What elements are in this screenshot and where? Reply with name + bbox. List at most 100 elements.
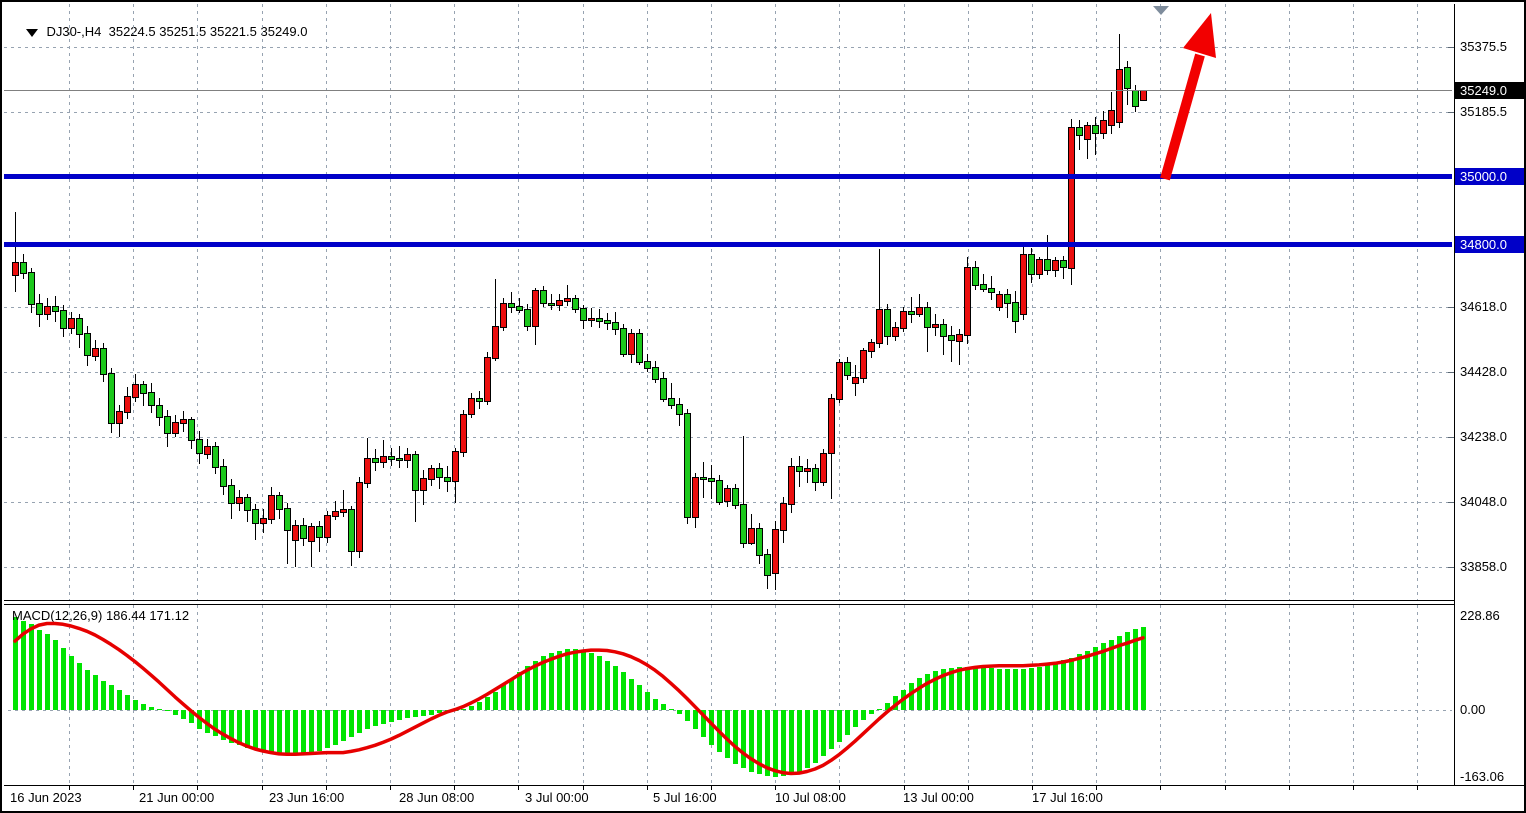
macd-histogram-bar: [133, 699, 138, 711]
macd-histogram-bar: [557, 650, 562, 710]
time-axis-tick: [1032, 786, 1033, 790]
candle: [916, 306, 923, 315]
panel-separator-top[interactable]: [4, 600, 1454, 601]
time-axis-label[interactable]: 21 Jun 00:00: [139, 790, 215, 805]
time-axis-label[interactable]: 23 Jun 16:00: [269, 790, 345, 805]
readout-high: 35251.5: [159, 24, 207, 39]
price-axis-label[interactable]: 34238.0: [1460, 429, 1507, 444]
macd-histogram-bar: [517, 672, 522, 710]
candle: [804, 468, 811, 473]
macd-histogram-bar: [645, 692, 650, 710]
trend-arrow-up[interactable]: [1160, 13, 1216, 181]
candle: [1020, 253, 1027, 316]
candle: [356, 482, 363, 552]
time-axis-label[interactable]: 3 Jul 00:00: [525, 790, 589, 805]
candle: [436, 468, 443, 479]
macd-histogram-bar: [77, 662, 82, 710]
macd-histogram-bar: [605, 660, 610, 710]
macd-histogram-bar: [325, 710, 330, 749]
macd-histogram-bar: [917, 678, 922, 710]
macd-histogram-bar: [189, 710, 194, 724]
candle: [796, 466, 803, 473]
macd-histogram-bar: [693, 710, 698, 729]
gridline-vertical: [1289, 4, 1290, 600]
macd-panel-border: [4, 604, 1454, 605]
time-axis-tick: [518, 786, 519, 790]
macd-histogram-bar: [29, 623, 34, 710]
candle: [588, 317, 595, 321]
gridline-vertical-macd: [390, 605, 391, 785]
macd-histogram-bar: [773, 710, 778, 777]
chart-shift-marker-icon[interactable]: [1153, 6, 1169, 15]
candle-wick: [943, 318, 944, 356]
macd-histogram-bar: [1045, 664, 1050, 710]
candle: [44, 305, 51, 316]
macd-histogram-bar: [565, 649, 570, 710]
macd-histogram-bar: [1085, 650, 1090, 710]
time-axis-label[interactable]: 28 Jun 08:00: [399, 790, 475, 805]
price-axis-label[interactable]: 33858.0: [1460, 559, 1507, 574]
macd-histogram-bar: [301, 710, 306, 754]
macd-indicator-label: MACD(12,26,9) 186.44 171.12: [12, 608, 189, 638]
candle-wick: [911, 297, 912, 323]
price-axis-label[interactable]: 34048.0: [1460, 494, 1507, 509]
macd-histogram-bar: [205, 710, 210, 733]
candle-wick: [671, 383, 672, 409]
time-axis-label[interactable]: 5 Jul 16:00: [653, 790, 717, 805]
candle: [252, 508, 259, 525]
support-line-34800[interactable]: [4, 242, 1452, 247]
time-axis-label[interactable]: 16 Jun 2023: [10, 790, 82, 805]
candle-wick: [1047, 235, 1048, 276]
price-axis-label[interactable]: 35375.5: [1460, 39, 1507, 54]
candle: [1092, 124, 1099, 134]
candle: [452, 451, 459, 482]
macd-axis-label[interactable]: 0.00: [1460, 702, 1486, 717]
macd-histogram-bar: [1061, 660, 1066, 710]
macd-histogram-bar: [581, 650, 586, 710]
candle-wick: [743, 436, 744, 549]
price-axis-label[interactable]: 35185.5: [1460, 104, 1507, 119]
candle: [484, 356, 491, 403]
candle: [652, 366, 659, 380]
price-axis-label[interactable]: 34428.0: [1460, 364, 1507, 379]
gridline-vertical-macd: [839, 605, 840, 785]
candle: [1068, 127, 1075, 270]
macd-axis-label[interactable]: 228.86: [1460, 608, 1500, 623]
candle: [1052, 260, 1059, 272]
macd-histogram-bar: [749, 710, 754, 772]
macd-axis-label[interactable]: -163.06: [1460, 769, 1505, 784]
candle: [316, 525, 323, 539]
time-axis-label[interactable]: 17 Jul 16:00: [1032, 790, 1103, 805]
candle: [660, 377, 667, 400]
macd-histogram-bar: [165, 710, 170, 712]
macd-histogram-bar: [909, 683, 914, 710]
candle: [428, 468, 435, 480]
candle-wick: [287, 503, 288, 564]
time-axis-label[interactable]: 10 Jul 08:00: [775, 790, 846, 805]
candle: [748, 527, 755, 544]
macd-histogram-bar: [685, 710, 690, 721]
gridline-vertical: [1032, 4, 1033, 600]
resistance-line-35000[interactable]: [4, 174, 1452, 179]
gridline-vertical: [69, 4, 70, 600]
candle: [964, 267, 971, 336]
macd-histogram-bar: [237, 710, 242, 746]
macd-histogram-bar: [949, 667, 954, 710]
macd-histogram-bar: [85, 669, 90, 710]
candle: [676, 403, 683, 416]
macd-histogram-bar: [637, 685, 642, 710]
macd-histogram-bar: [485, 696, 490, 710]
candle: [532, 289, 539, 327]
macd-histogram-bar: [781, 710, 786, 777]
candle: [940, 324, 947, 337]
candle: [836, 362, 843, 400]
price-axis-label[interactable]: 34618.0: [1460, 299, 1507, 314]
macd-histogram-bar: [501, 685, 506, 710]
candle: [756, 527, 763, 557]
candle: [692, 477, 699, 519]
candle: [908, 310, 915, 315]
time-axis-label[interactable]: 13 Jul 00:00: [903, 790, 974, 805]
price-axis-tick: [1448, 567, 1454, 568]
macd-histogram-bar: [597, 656, 602, 710]
macd-histogram-bar: [253, 710, 258, 750]
